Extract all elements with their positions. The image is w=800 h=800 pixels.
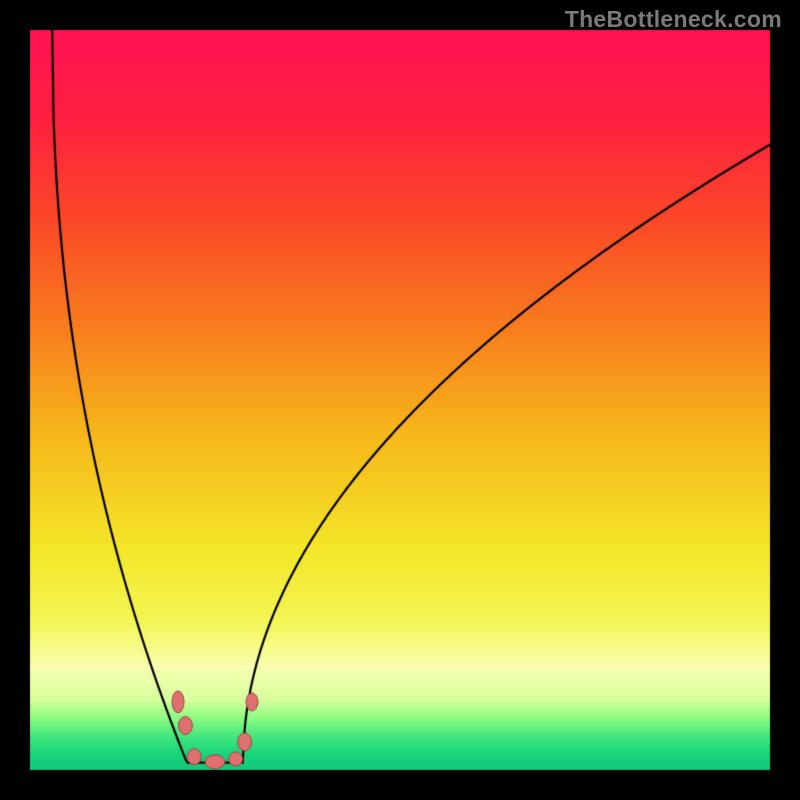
bottleneck-curve-chart [0,0,800,800]
chart-root: TheBottleneck.com [0,0,800,800]
watermark-label: TheBottleneck.com [565,6,782,33]
